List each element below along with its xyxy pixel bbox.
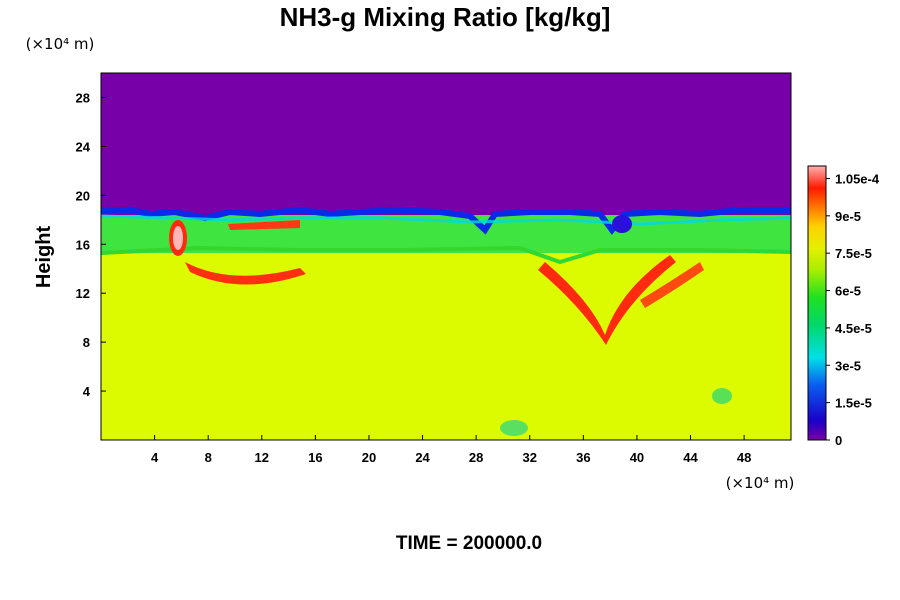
x-tick-label: 36: [576, 450, 590, 465]
feature-cell-8: [712, 388, 732, 404]
green-shelf: [101, 245, 791, 265]
y-tick-label: 24: [76, 139, 91, 154]
feature-cell-1-core: [173, 226, 183, 250]
x-tick-label: 4: [151, 450, 159, 465]
feature-cell-7: [500, 420, 528, 436]
x-tick-label: 20: [362, 450, 376, 465]
upper-layer-region: [101, 73, 791, 215]
colorbar-ticks: 0 1.5e-5 3e-5 4.5e-5 6e-5 7.5e-5 9e-5 1.05e-4: [826, 171, 880, 448]
x-axis: 4 8 12 16 20 24 28 32 36 40 44 48: [151, 435, 751, 465]
colorbar-tick-label: 1.5e-5: [835, 396, 872, 411]
feature-cell-4: [538, 255, 676, 345]
colorbar-tick-label: 0: [835, 433, 842, 448]
y-tick-label: 16: [76, 237, 90, 252]
x-tick-label: 48: [737, 450, 751, 465]
heatmap-field: [101, 73, 791, 440]
colorbar-tick-label: 3e-5: [835, 358, 861, 373]
colorbar-tick-label: 1.05e-4: [835, 171, 880, 186]
y-tick-label: 4: [83, 384, 91, 399]
cyan-edge: [101, 214, 791, 226]
x-tick-label: 44: [683, 450, 698, 465]
y-axis: 4 8 12 16 20 24 28: [76, 90, 106, 399]
x-tick-label: 8: [205, 450, 212, 465]
x-tick-label: 24: [415, 450, 430, 465]
feature-cell-3: [228, 220, 300, 230]
y-unit-label: (×10⁴ m): [26, 35, 95, 53]
y-tick-label: 8: [83, 335, 90, 350]
y-tick-label: 28: [76, 90, 90, 105]
colorbar: [807, 165, 827, 441]
x-tick-label: 28: [469, 450, 483, 465]
colorbar-tick-label: 9e-5: [835, 209, 861, 224]
x-tick-label: 32: [523, 450, 537, 465]
colorbar-tick-label: 7.5e-5: [835, 246, 872, 261]
feature-cell-6: [612, 215, 632, 233]
chart-title: NH3-g Mixing Ratio [kg/kg]: [280, 2, 611, 32]
x-tick-label: 40: [630, 450, 644, 465]
y-tick-label: 20: [76, 188, 90, 203]
x-tick-label: 16: [308, 450, 322, 465]
x-tick-label: 12: [255, 450, 269, 465]
feature-cell-2: [185, 262, 306, 285]
x-unit-label: (×10⁴ m): [726, 474, 795, 492]
plot-frame: [100, 72, 792, 441]
y-tick-label: 12: [76, 286, 90, 301]
time-label: TIME = 200000.0: [396, 533, 542, 554]
boundary-front: [101, 206, 791, 235]
colorbar-tick-label: 4.5e-5: [835, 321, 872, 336]
y-axis-label: Height: [33, 226, 55, 289]
feature-cell-5: [640, 262, 704, 308]
colorbar-tick-label: 6e-5: [835, 284, 861, 299]
